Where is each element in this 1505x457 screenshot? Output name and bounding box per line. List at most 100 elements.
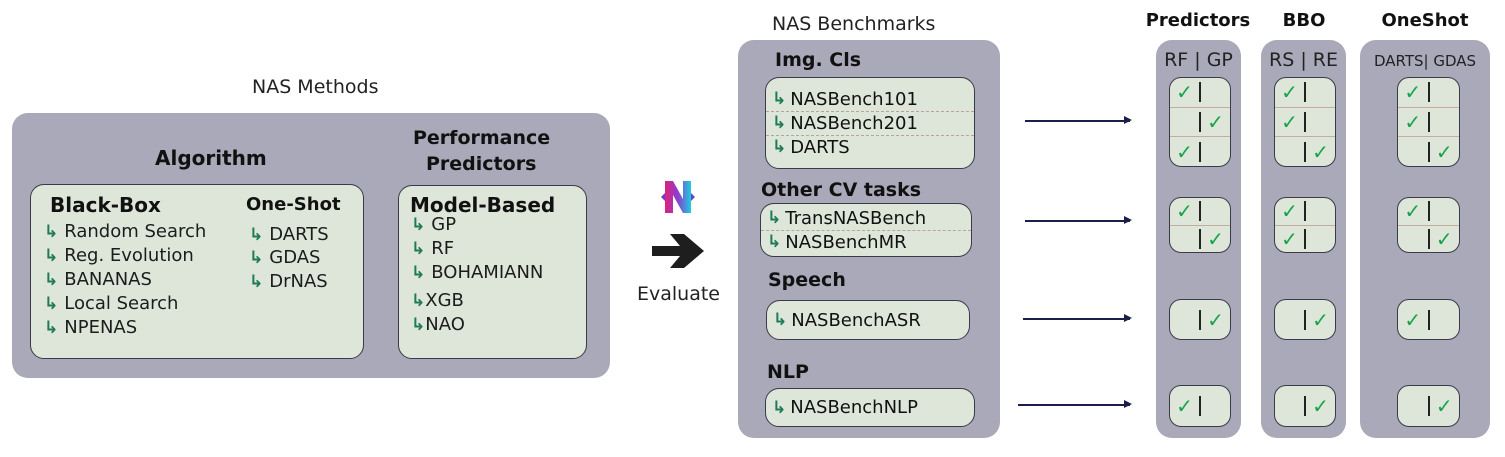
right-slot: ✓ bbox=[1201, 110, 1230, 134]
result-row: ✓ bbox=[1170, 108, 1230, 138]
benchmark-group-box: ↳ NASBenchASR bbox=[766, 300, 970, 340]
check-icon: ✓ bbox=[1404, 80, 1422, 105]
results-column-subtitle: RS | RE bbox=[1269, 49, 1338, 71]
list-item: ↳ Random Search bbox=[44, 221, 206, 242]
divider bbox=[1199, 141, 1201, 162]
results-column-title: BBO bbox=[1282, 10, 1326, 31]
result-row: ✓ bbox=[1275, 300, 1335, 339]
result-row: ✓ bbox=[1398, 78, 1459, 108]
list-item-label: DrNAS bbox=[269, 271, 328, 292]
divider bbox=[1304, 82, 1306, 103]
list-item: ↳ NAO bbox=[411, 314, 465, 335]
check-icon: ✓ bbox=[1404, 199, 1422, 224]
curved-arrow-icon: ↳ bbox=[767, 208, 782, 228]
check-icon: ✓ bbox=[1176, 139, 1193, 164]
benchmark-name: NASBench101 bbox=[790, 88, 918, 110]
result-cell: ✓ ✓ ✓ bbox=[1169, 77, 1231, 167]
divider bbox=[1304, 396, 1306, 416]
divider bbox=[1304, 309, 1306, 330]
result-cell: ✓ bbox=[1274, 299, 1336, 340]
check-icon: ✓ bbox=[1176, 80, 1193, 105]
benchmark-group-title: Img. Cls bbox=[775, 49, 862, 71]
benchmark-name: TransNASBench bbox=[785, 207, 927, 229]
divider bbox=[1199, 112, 1201, 132]
curved-arrow-icon: ↳ bbox=[772, 397, 787, 418]
result-row: ✓ bbox=[1398, 386, 1459, 426]
left-slot: ✓ bbox=[1170, 80, 1199, 104]
result-cell: ✓ bbox=[1169, 299, 1231, 340]
result-row: ✓ bbox=[1398, 198, 1459, 226]
curved-arrow-icon: ↳ bbox=[249, 247, 264, 268]
benchmark-group-box: ↳ NASBenchNLP bbox=[765, 388, 975, 427]
result-row: ✓ bbox=[1275, 78, 1335, 108]
result-row: ✓ bbox=[1275, 386, 1335, 426]
benchmark-item: ↳ NASBench101 bbox=[766, 88, 974, 112]
list-item-label: Reg. Evolution bbox=[64, 245, 194, 266]
check-icon: ✓ bbox=[1207, 110, 1224, 134]
result-row: ✓ bbox=[1170, 300, 1230, 339]
divider bbox=[1427, 82, 1430, 103]
divider bbox=[1427, 201, 1430, 222]
list-item-label: NAO bbox=[425, 314, 465, 335]
right-slot: ✓ bbox=[1306, 140, 1335, 164]
list-item-label: GDAS bbox=[269, 247, 321, 268]
right-slot: ✓ bbox=[1430, 140, 1460, 164]
left-slot: ✓ bbox=[1398, 308, 1428, 332]
list-item: ↳ GP bbox=[411, 214, 456, 235]
divider bbox=[1199, 228, 1201, 249]
benchmark-item: ↳ TransNASBench bbox=[761, 207, 971, 231]
check-icon: ✓ bbox=[1435, 226, 1453, 251]
benchmark-name: NASBenchMR bbox=[785, 231, 907, 253]
benchmark-group-box: ↳ NASBench101 ↳ NASBench201 ↳ DARTS bbox=[765, 77, 975, 169]
curved-arrow-icon: ↳ bbox=[44, 269, 59, 290]
right-arrow-icon bbox=[652, 234, 704, 268]
curved-arrow-icon: ↳ bbox=[249, 224, 264, 245]
result-row: ✓ bbox=[1170, 226, 1230, 253]
list-item-label: Random Search bbox=[64, 221, 207, 242]
divider bbox=[1427, 141, 1430, 162]
right-slot: ✓ bbox=[1201, 227, 1230, 251]
left-slot: ✓ bbox=[1398, 110, 1428, 134]
list-item: ↳ Local Search bbox=[44, 293, 178, 314]
left-slot: ✓ bbox=[1170, 199, 1199, 223]
list-item: ↳ Reg. Evolution bbox=[44, 245, 194, 266]
divider bbox=[1199, 309, 1201, 330]
list-item-label: Local Search bbox=[64, 293, 179, 314]
list-item-label: NPENAS bbox=[64, 317, 138, 338]
curved-arrow-icon: ↳ bbox=[772, 113, 787, 133]
divider bbox=[1199, 82, 1201, 103]
check-icon: ✓ bbox=[1176, 394, 1193, 418]
result-cell: ✓ bbox=[1397, 385, 1460, 427]
divider bbox=[1199, 201, 1201, 222]
result-cell: ✓ ✓ bbox=[1169, 197, 1231, 253]
right-slot: ✓ bbox=[1201, 308, 1230, 332]
evaluation-arrow bbox=[1018, 401, 1132, 407]
curved-arrow-icon: ↳ bbox=[773, 310, 788, 330]
result-cell: ✓ bbox=[1274, 385, 1336, 427]
curved-arrow-icon: ↳ bbox=[411, 290, 426, 311]
result-row: ✓ bbox=[1275, 108, 1335, 138]
curved-arrow-icon: ↳ bbox=[411, 262, 426, 283]
curved-arrow-icon: ↳ bbox=[411, 314, 426, 335]
result-row: ✓ bbox=[1170, 137, 1230, 166]
list-item-label: BANANAS bbox=[64, 269, 152, 290]
result-row: ✓ bbox=[1275, 137, 1335, 166]
list-item: ↳ DARTS bbox=[249, 224, 329, 245]
list-item-label: DARTS bbox=[269, 224, 329, 245]
result-row: ✓ bbox=[1170, 386, 1230, 426]
benchmark-item: ↳ NASBenchMR bbox=[761, 231, 971, 254]
evaluation-arrow bbox=[1025, 217, 1132, 223]
list-item: ↳ DrNAS bbox=[249, 271, 328, 292]
result-cell: ✓ bbox=[1169, 385, 1231, 427]
check-icon: ✓ bbox=[1312, 139, 1329, 164]
check-icon: ✓ bbox=[1312, 394, 1329, 418]
model-based-title: Model-Based bbox=[410, 193, 556, 217]
evaluate-label: Evaluate bbox=[637, 283, 720, 305]
list-item-label: GP bbox=[431, 214, 457, 235]
evaluation-arrow bbox=[1025, 117, 1132, 123]
benchmark-item: ↳ NASBenchNLP bbox=[766, 396, 974, 419]
check-icon: ✓ bbox=[1404, 110, 1422, 134]
benchmark-item: ↳ NASBenchASR bbox=[767, 309, 969, 332]
curved-arrow-icon: ↳ bbox=[44, 245, 59, 266]
one-shot-title: One-Shot bbox=[246, 194, 341, 215]
